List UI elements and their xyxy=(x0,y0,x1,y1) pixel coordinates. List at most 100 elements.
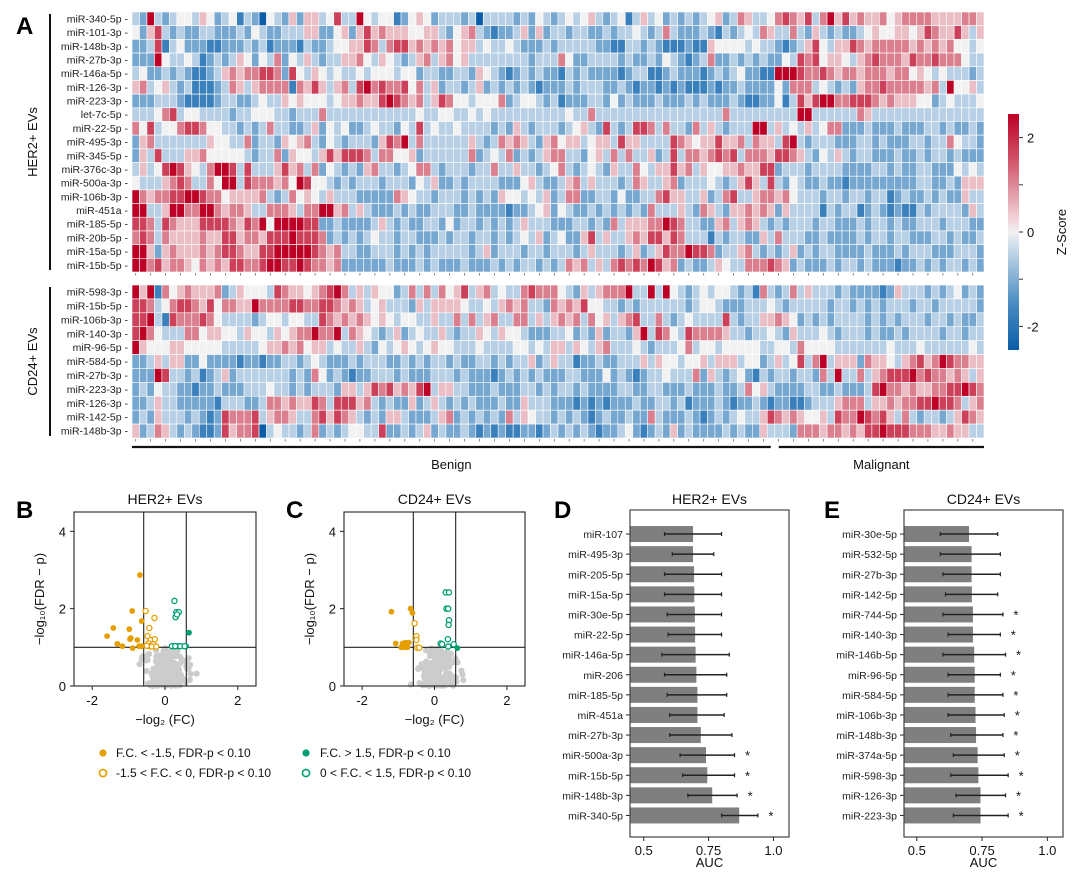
heatmap-cell xyxy=(938,93,947,109)
heatmap-cell xyxy=(617,423,626,439)
heatmap-cell xyxy=(393,216,402,232)
heatmap-cell xyxy=(221,382,230,397)
heatmap-cell xyxy=(953,284,962,300)
heatmap-cell xyxy=(243,395,252,411)
heatmap-cell xyxy=(415,409,424,425)
heatmap-cell xyxy=(348,395,357,411)
heatmap-cell xyxy=(654,121,663,136)
heatmap-cell xyxy=(423,66,432,81)
heatmap-cell xyxy=(826,244,835,259)
heatmap-cell xyxy=(378,423,387,439)
heatmap-cell xyxy=(953,216,962,232)
heatmap-cell xyxy=(624,258,634,273)
heatmap-cell xyxy=(273,244,282,259)
heatmap-cell xyxy=(572,298,581,314)
heatmap-cell xyxy=(923,93,932,109)
heatmap-cell xyxy=(864,189,873,204)
heatmap-cell xyxy=(146,395,155,411)
auc-bar-chart-d: HER2+ EVsmiR-107miR-495-3pmiR-205-5pmiR-… xyxy=(562,491,790,870)
heatmap-cell xyxy=(729,284,738,300)
heatmap-cell xyxy=(475,284,484,300)
heatmap-cell xyxy=(774,230,783,245)
heatmap-cell xyxy=(139,52,148,68)
heatmap-cell xyxy=(617,121,626,136)
significant-point-filled xyxy=(138,618,145,624)
heatmap-cell xyxy=(228,107,237,122)
heatmap-cell xyxy=(908,340,918,355)
heatmap-cell xyxy=(692,107,701,122)
heatmap-cell xyxy=(482,39,492,54)
heatmap-cell xyxy=(445,312,454,328)
heatmap-cell xyxy=(923,244,932,259)
heatmap-cell xyxy=(139,298,148,314)
heatmap-cell xyxy=(184,395,193,411)
heatmap-cell xyxy=(475,52,484,68)
heatmap-cell xyxy=(819,11,828,26)
heatmap-cell xyxy=(714,312,723,328)
heatmap-cell xyxy=(759,175,768,191)
heatmap-cell xyxy=(378,284,387,300)
heatmap-cell xyxy=(931,121,940,136)
heatmap-cell xyxy=(737,80,746,95)
heatmap-cell xyxy=(505,189,514,204)
heatmap-cell xyxy=(445,244,454,259)
heatmap-cell xyxy=(535,423,544,439)
heatmap-cell xyxy=(184,203,193,218)
heatmap-cell xyxy=(228,134,237,150)
heatmap-cell xyxy=(348,93,357,109)
heatmap-cell xyxy=(169,298,178,314)
heatmap-cell xyxy=(161,298,170,314)
nonsignificant-point xyxy=(143,657,150,664)
heatmap-cell xyxy=(393,284,402,300)
heatmap-cell xyxy=(370,284,379,300)
heatmap-cell xyxy=(408,52,417,68)
heatmap-cell xyxy=(206,93,215,109)
heatmap-cell xyxy=(206,107,215,122)
heatmap-cell xyxy=(677,107,686,122)
heatmap-cell xyxy=(415,216,424,232)
heatmap-cell xyxy=(871,148,880,163)
heatmap-cell xyxy=(841,52,850,68)
heatmap-cell xyxy=(819,284,828,300)
heatmap-cell xyxy=(243,298,252,314)
significant-point-open xyxy=(416,644,423,651)
heatmap-cell xyxy=(318,175,327,191)
heatmap-cell xyxy=(161,423,170,439)
heatmap-cell xyxy=(587,134,596,150)
heatmap-cell xyxy=(841,175,850,191)
heatmap-cell xyxy=(236,368,245,383)
heatmap-cell xyxy=(565,189,574,204)
heatmap-cell xyxy=(243,203,252,218)
heatmap-cell xyxy=(908,107,918,122)
heatmap-cell xyxy=(602,395,611,411)
heatmap-cell xyxy=(281,80,290,95)
heatmap-cell xyxy=(908,52,918,68)
heatmap-cell xyxy=(669,66,678,81)
heatmap-cell xyxy=(602,258,611,273)
heatmap-cell xyxy=(139,230,148,245)
heatmap-cell xyxy=(662,298,671,314)
heatmap-cell xyxy=(154,382,163,397)
heatmap-cell xyxy=(258,52,267,68)
heatmap-cell xyxy=(184,134,193,150)
significant-point-open xyxy=(445,589,453,596)
heatmap-cell xyxy=(766,52,776,68)
heatmap-cell xyxy=(445,148,454,163)
heatmap-cell xyxy=(340,134,350,150)
heatmap-cell xyxy=(781,244,790,259)
heatmap-cell xyxy=(385,312,394,328)
heatmap-cell xyxy=(228,298,237,314)
heatmap-cell xyxy=(729,148,738,163)
heatmap-cell xyxy=(617,284,626,300)
heatmap-cell xyxy=(400,11,409,26)
heatmap-cell xyxy=(146,80,155,95)
heatmap-cell xyxy=(318,80,327,95)
heatmap-cell xyxy=(475,326,484,341)
heatmap-cell xyxy=(819,216,828,232)
heatmap-cell xyxy=(565,340,574,355)
heatmap-cell xyxy=(468,203,477,218)
heatmap-cell xyxy=(692,121,701,136)
heatmap-cell xyxy=(296,423,305,439)
heatmap-cell xyxy=(587,230,596,245)
heatmap-cell xyxy=(243,66,252,81)
